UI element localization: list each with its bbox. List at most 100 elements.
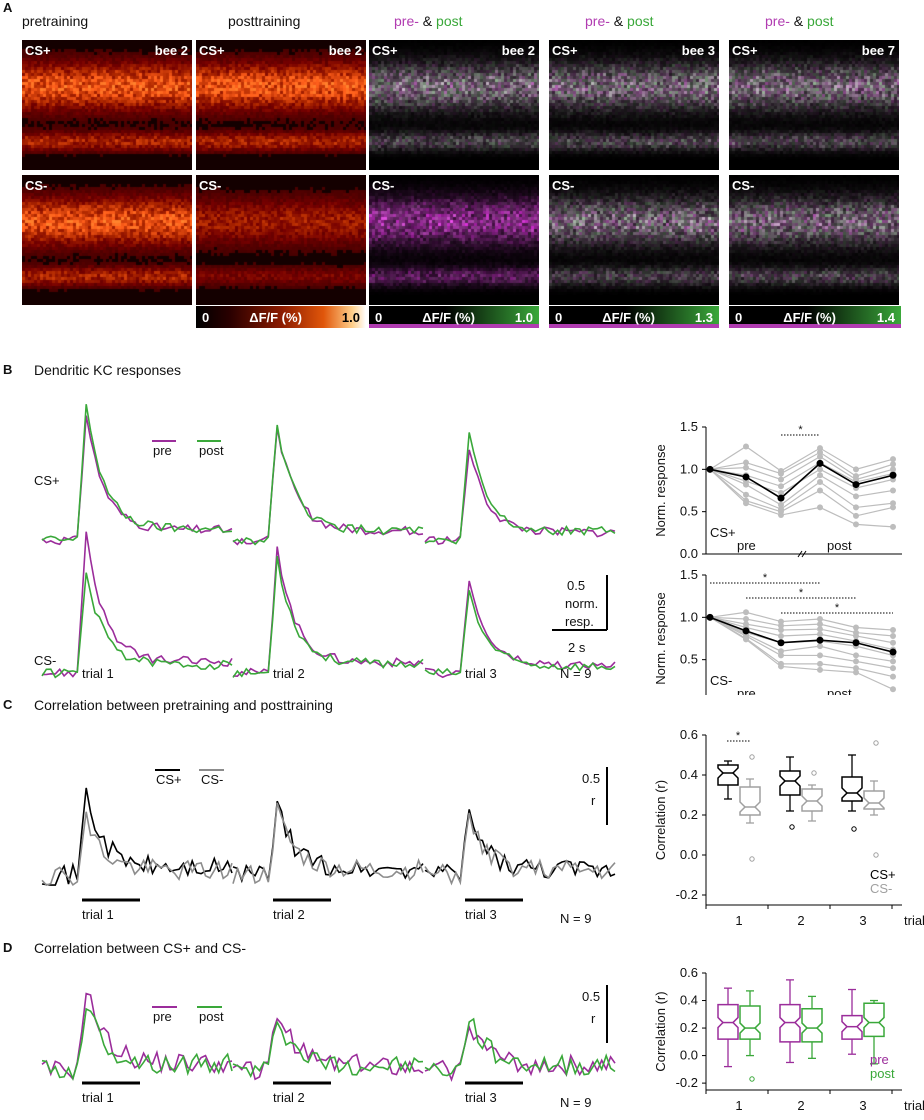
mean-point [852,639,860,647]
post-legend-text: post [627,13,654,29]
individual-point [743,459,749,466]
trial-label: trial 1 [82,1090,114,1105]
box-CS- [739,786,761,816]
individual-point [817,631,823,638]
panel-c-boxplot: -0.2 0.0 0.2 0.4 0.6 Correlation (r) 1 2 3 trial *… [653,727,924,928]
individual-line [709,461,894,487]
individual-point [890,627,896,634]
individual-line [709,616,894,662]
scale-time: 2 s [568,640,586,655]
trace-post [232,555,424,678]
trace-post [232,1020,424,1078]
imaging-tile: CS- [22,175,192,305]
y-tick-label: -0.2 [676,887,698,902]
panel-d-title: Correlation between CS+ and CS- [34,940,247,956]
colorbar-overlay-1: 0 ΔF/F (%) 1.0 [369,306,539,328]
individual-line [709,616,894,669]
posttraining-header: posttraining [228,13,301,29]
colorbar-max: 1.0 [341,309,360,325]
panel-b-csplus-summary: 0.0 0.5 1.0 1.5 Norm. response CS+pre post * [653,419,902,561]
y-axis-label: Correlation (r) [653,991,668,1071]
individual-point [890,665,896,672]
y-tick-label: 0.6 [680,965,698,980]
imaging-tile: CS- [729,175,899,305]
individual-point [890,466,896,473]
trace-post [232,424,424,546]
trace-pre [232,546,424,678]
trace-pre [232,1017,424,1081]
outlier [851,826,857,832]
trial-label: trial 3 [465,1090,497,1105]
individual-point [817,487,823,494]
stimulus-label: CS+ [25,43,51,58]
scale-unit: norm. [565,596,598,611]
individual-point [890,632,896,639]
panel-c-letter: C [3,697,13,712]
group-label-post: post [827,686,852,695]
x-axis-label: trial [904,913,924,928]
box-post [739,1005,761,1040]
x-tick-label: 3 [859,1098,866,1113]
individual-point [778,512,784,519]
individual-point [778,622,784,629]
colorbar-label: ΔF/F (%) [422,309,475,325]
colorbar-overlay-2: 0 ΔF/F (%) 1.3 [549,306,719,328]
individual-point [778,627,784,634]
ampersand-text: & [422,13,433,29]
individual-point [890,686,896,693]
individual-point [890,658,896,665]
colorbar-heat: 0 ΔF/F (%) 1.0 [196,306,366,328]
individual-point [817,466,823,473]
individual-point [817,616,823,623]
mean-point [777,639,785,647]
trace-CS+ [41,787,233,886]
legend-pre-label: pre [153,443,172,458]
outlier [749,856,755,862]
scale-value: 0.5 [582,771,600,786]
stimulus-label: CS+ [372,43,398,58]
legend-csplus-label: CS+ [156,772,182,787]
imaging-tile: CS- [196,175,366,305]
individual-point [778,632,784,639]
box-CS+ [717,764,739,786]
imaging-tile: CS- [549,175,719,305]
trace-pre [424,1024,616,1083]
trace-post [424,1017,616,1077]
individual-point [890,639,896,646]
panel-b-letter: B [3,362,13,377]
x-tick-label: 2 [797,913,804,928]
legend-label: pre [870,1052,889,1067]
box-CS+ [779,770,801,796]
mean-point [777,494,785,502]
trace-CS- [424,812,616,886]
individual-line [709,468,894,517]
row-label-csminus: CS- [34,653,56,668]
calcium-image [369,175,539,305]
significance-star: * [799,587,804,599]
box-post [863,1002,885,1038]
significance-star: * [763,572,768,584]
box-CS- [801,788,823,812]
trace-post [41,572,233,679]
individual-line [709,616,894,690]
group-label-post: post [827,538,852,553]
y-tick-label: 0.6 [680,727,698,742]
stimulus-label: CS- [372,178,395,193]
mean-point [816,459,824,467]
colorbar-label: ΔF/F (%) [783,309,836,325]
calcium-image [369,40,539,170]
trace-pre [41,531,233,678]
individual-point [743,491,749,498]
individual-point [890,504,896,511]
colorbar-min: 0 [375,309,383,325]
imaging-tile: CS+ bee 2 [22,40,192,170]
mean-point [706,465,714,473]
individual-point [890,461,896,468]
trial-label: trial 3 [465,666,497,680]
y-tick-label: 1.0 [680,461,698,476]
scale-unit: resp. [565,614,594,629]
individual-point [817,472,823,479]
trace-pre [424,449,616,546]
individual-point [743,609,749,616]
individual-line [709,468,894,528]
